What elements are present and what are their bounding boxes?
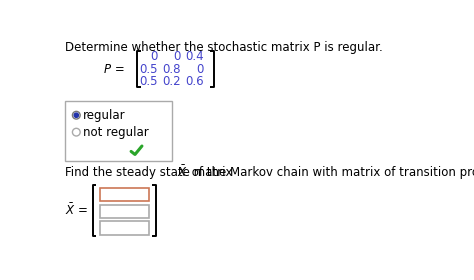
Text: 0.2: 0.2 bbox=[162, 75, 181, 88]
FancyBboxPatch shape bbox=[100, 221, 149, 235]
Text: of the Markov chain with matrix of transition probabilities P.: of the Markov chain with matrix of trans… bbox=[188, 167, 474, 179]
Text: $\bar{X}$ =: $\bar{X}$ = bbox=[65, 203, 88, 218]
FancyBboxPatch shape bbox=[100, 204, 149, 218]
Text: Find the steady state matrix: Find the steady state matrix bbox=[65, 167, 237, 179]
Text: Determine whether the stochastic matrix P is regular.: Determine whether the stochastic matrix … bbox=[65, 41, 383, 54]
FancyBboxPatch shape bbox=[100, 188, 149, 201]
Text: not regular: not regular bbox=[83, 126, 149, 139]
Text: P =: P = bbox=[104, 62, 125, 76]
Text: 0: 0 bbox=[197, 62, 204, 76]
Text: 0.5: 0.5 bbox=[139, 75, 157, 88]
Text: 0.4: 0.4 bbox=[185, 50, 204, 63]
Text: 0: 0 bbox=[173, 50, 181, 63]
Text: 0.8: 0.8 bbox=[162, 62, 181, 76]
Circle shape bbox=[74, 113, 79, 117]
Text: 0.6: 0.6 bbox=[185, 75, 204, 88]
Text: $\bar{X}$: $\bar{X}$ bbox=[177, 165, 188, 180]
Text: regular: regular bbox=[83, 109, 126, 122]
Text: 0: 0 bbox=[150, 50, 157, 63]
Text: 0.5: 0.5 bbox=[139, 62, 157, 76]
FancyBboxPatch shape bbox=[65, 101, 173, 161]
